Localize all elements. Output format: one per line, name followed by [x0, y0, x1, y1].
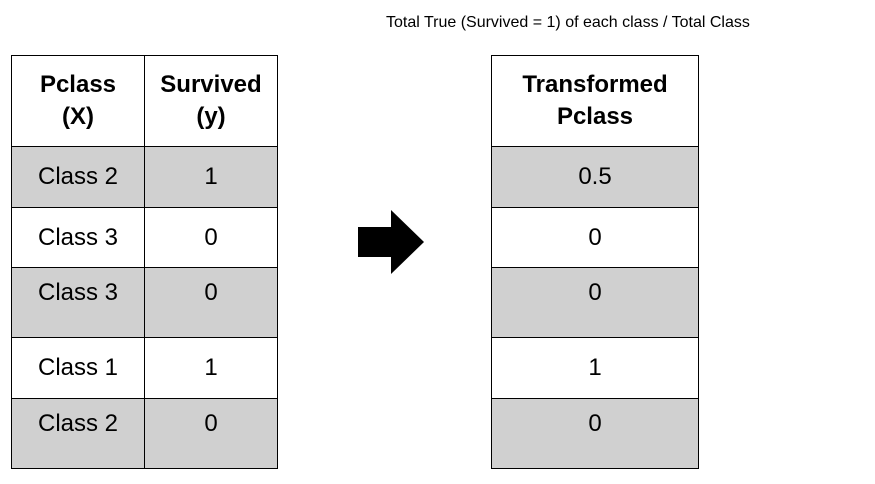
- survived-header: Survived (y): [144, 55, 278, 147]
- table-row: 0: [491, 207, 699, 268]
- transformed-value-cell: 0: [491, 267, 699, 338]
- transformed-pclass-header: Transformed Pclass: [491, 55, 699, 147]
- output-table-header-row: Transformed Pclass: [491, 55, 699, 147]
- survived-cell: 0: [144, 398, 278, 469]
- transformed-value-cell: 0: [491, 207, 699, 268]
- output-table: Transformed Pclass 0.5 0 0 1 0: [491, 55, 699, 469]
- table-row: 0: [491, 267, 699, 338]
- pclass-cell: Class 2: [11, 146, 145, 208]
- table-row: Class 3 0: [11, 267, 278, 338]
- transformed-value-cell: 0.5: [491, 146, 699, 208]
- input-table-header-row: Pclass (X) Survived (y): [11, 55, 278, 147]
- transformed-value-cell: 0: [491, 398, 699, 469]
- table-row: Class 1 1: [11, 337, 278, 399]
- survived-cell: 1: [144, 337, 278, 399]
- pclass-header: Pclass (X): [11, 55, 145, 147]
- input-table: Pclass (X) Survived (y) Class 2 1 Class …: [11, 55, 278, 469]
- survived-cell: 0: [144, 207, 278, 268]
- table-row: 0.5: [491, 146, 699, 208]
- transformed-value-cell: 1: [491, 337, 699, 399]
- table-row: Class 3 0: [11, 207, 278, 268]
- survived-cell: 0: [144, 267, 278, 338]
- table-row: 1: [491, 337, 699, 399]
- pclass-cell: Class 1: [11, 337, 145, 399]
- pclass-cell: Class 3: [11, 267, 145, 338]
- table-row: Class 2 0: [11, 398, 278, 469]
- pclass-cell: Class 3: [11, 207, 145, 268]
- transform-formula-caption: Total True (Survived = 1) of each class …: [386, 14, 750, 31]
- pclass-cell: Class 2: [11, 398, 145, 469]
- table-row: 0: [491, 398, 699, 469]
- right-arrow-icon: [358, 210, 424, 274]
- table-row: Class 2 1: [11, 146, 278, 208]
- survived-cell: 1: [144, 146, 278, 208]
